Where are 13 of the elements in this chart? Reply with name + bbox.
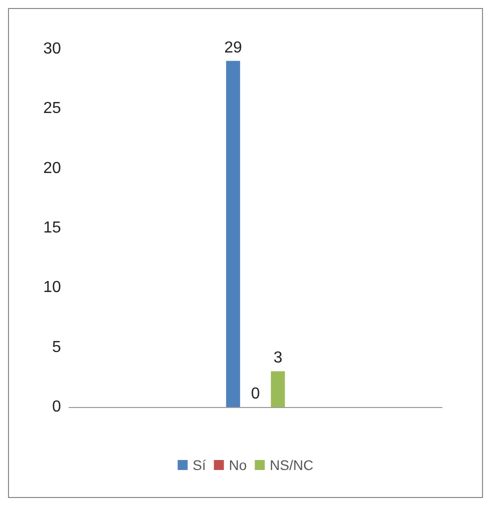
y-tick-label: 20 [43, 160, 62, 177]
y-tick-label: 25 [43, 100, 62, 118]
y-tick-label: 10 [43, 279, 62, 296]
data-label: 0 [251, 386, 260, 402]
legend-label: No [228, 457, 247, 473]
y-tick-label: 5 [52, 338, 62, 356]
data-label: 3 [273, 350, 282, 367]
y-tick-label: 30 [43, 40, 62, 58]
y-tick-label: 15 [43, 220, 62, 236]
legend-label: Sí [192, 457, 206, 473]
y-tick-label: 0 [52, 398, 62, 416]
legend-label: NS/NC [270, 457, 314, 473]
data-label: 29 [224, 39, 242, 56]
